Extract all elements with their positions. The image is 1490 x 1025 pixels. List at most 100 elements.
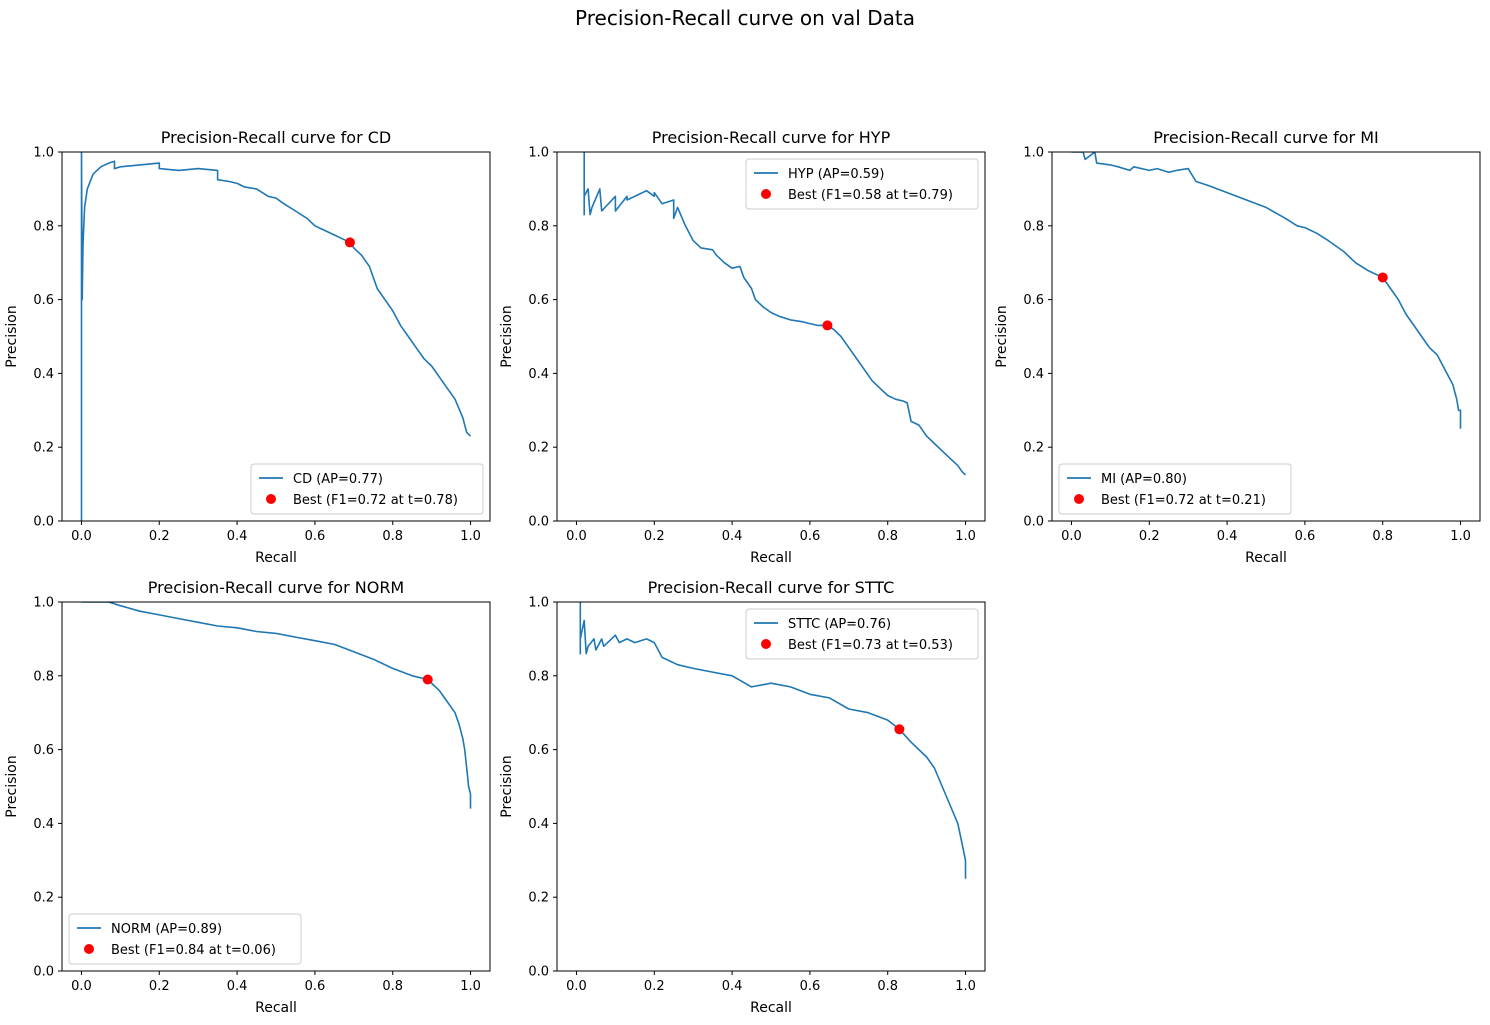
x-tick-label: 1.0 (955, 529, 976, 544)
x-tick-label: 0.2 (644, 979, 665, 994)
x-tick-label: 0.6 (305, 979, 326, 994)
y-tick-label: 0.4 (1023, 367, 1044, 382)
x-axis-label: Recall (1245, 550, 1287, 566)
y-tick-label: 0.4 (528, 817, 549, 832)
y-tick-label: 0.8 (1023, 219, 1044, 234)
x-tick-label: 0.0 (71, 529, 92, 544)
y-tick-label: 0.8 (33, 669, 54, 684)
figure-title: Precision-Recall curve on val Data (575, 6, 915, 30)
axes-frame (61, 601, 491, 972)
legend-entry-label: CD (AP=0.77) (293, 472, 383, 487)
legend-marker (761, 639, 771, 649)
subplot-1: Precision-Recall curve for HYP 0.0 0.2 0.4 0… (499, 128, 986, 566)
y-tick-label: 0.0 (528, 965, 549, 980)
subplot-0: Precision-Recall curve for CD 0.0 0.2 0.4 0.… (4, 128, 491, 566)
y-tick-label: 0.0 (33, 515, 54, 530)
subplot-2: Precision-Recall curve for MI 0.0 0.2 0.4 0.… (994, 128, 1481, 566)
x-tick-label: 1.0 (460, 979, 481, 994)
x-tick-label: 0.8 (877, 529, 898, 544)
y-tick-label: 0.0 (1023, 515, 1044, 530)
axes-frame (1051, 151, 1481, 522)
legend-marker (1074, 494, 1084, 504)
subplot-3: Precision-Recall curve for NORM 0.0 0.2 0.4… (4, 578, 491, 1016)
legend-entry-label: Best (F1=0.72 at t=0.21) (1101, 493, 1266, 508)
legend-box (745, 608, 979, 660)
legend: NORM (AP=0.89) Best (F1=0.84 at t=0.06) (68, 913, 302, 965)
x-tick-label: 0.4 (227, 529, 248, 544)
pr-curve-line (81, 602, 472, 809)
legend-entry-label: HYP (AP=0.59) (788, 167, 884, 182)
y-tick-label: 0.2 (1023, 441, 1044, 456)
y-tick-label: 0.2 (33, 891, 54, 906)
axes-frame (556, 601, 986, 972)
subplot-title: Precision-Recall curve for STTC (648, 578, 895, 597)
legend-marker (761, 189, 771, 199)
x-tick-label: 0.4 (722, 979, 743, 994)
legend-marker (84, 944, 94, 954)
subplot-title: Precision-Recall curve for HYP (652, 128, 891, 147)
legend-entry-label: STTC (AP=0.76) (788, 617, 891, 632)
y-tick-label: 0.6 (528, 743, 549, 758)
y-tick-label: 0.8 (33, 219, 54, 234)
best-point-marker (1377, 272, 1388, 283)
x-tick-label: 0.8 (382, 979, 403, 994)
legend-entry-label: MI (AP=0.80) (1101, 472, 1187, 487)
y-tick-label: 1.0 (528, 146, 549, 161)
pr-curve-line (1071, 152, 1462, 429)
y-tick-label: 0.4 (528, 367, 549, 382)
x-axis-label: Recall (750, 1000, 792, 1016)
legend: STTC (AP=0.76) Best (F1=0.73 at t=0.53) (745, 608, 979, 660)
legend: CD (AP=0.77) Best (F1=0.72 at t=0.78) (250, 463, 484, 515)
y-tick-label: 1.0 (528, 596, 549, 611)
y-tick-label: 0.6 (33, 293, 54, 308)
legend-entry-label: Best (F1=0.72 at t=0.78) (293, 493, 458, 508)
y-tick-label: 0.6 (528, 293, 549, 308)
y-tick-label: 0.8 (528, 669, 549, 684)
x-tick-label: 0.6 (305, 529, 326, 544)
axes-frame (556, 151, 986, 522)
y-axis-label: Precision (4, 755, 20, 817)
x-tick-label: 0.6 (800, 529, 821, 544)
y-tick-label: 1.0 (33, 146, 54, 161)
y-axis-label: Precision (499, 305, 515, 367)
pr-curve-line (583, 152, 967, 476)
legend-box (1058, 463, 1292, 515)
y-axis-label: Precision (994, 305, 1010, 367)
x-tick-label: 0.4 (1217, 529, 1238, 544)
x-tick-label: 0.8 (382, 529, 403, 544)
subplot-title: Precision-Recall curve for NORM (148, 578, 404, 597)
x-tick-label: 0.2 (149, 529, 170, 544)
x-tick-label: 0.4 (227, 979, 248, 994)
x-tick-label: 0.0 (71, 979, 92, 994)
pr-curve-line (80, 152, 472, 521)
x-tick-label: 1.0 (955, 979, 976, 994)
x-tick-label: 1.0 (1450, 529, 1471, 544)
best-point-marker (344, 237, 355, 248)
subplot-title: Precision-Recall curve for CD (161, 128, 391, 147)
legend-box (68, 913, 302, 965)
x-tick-label: 0.8 (1372, 529, 1393, 544)
axes-frame (61, 151, 491, 522)
best-point-marker (422, 674, 433, 685)
subplot-title: Precision-Recall curve for MI (1153, 128, 1379, 147)
legend-entry-label: NORM (AP=0.89) (111, 922, 222, 937)
x-tick-label: 0.0 (566, 529, 587, 544)
x-tick-label: 0.2 (1139, 529, 1160, 544)
x-tick-label: 0.0 (1061, 529, 1082, 544)
x-tick-label: 0.8 (877, 979, 898, 994)
legend-entry-label: Best (F1=0.73 at t=0.53) (788, 638, 953, 653)
x-tick-label: 0.0 (566, 979, 587, 994)
x-axis-label: Recall (255, 1000, 297, 1016)
y-tick-label: 0.2 (528, 891, 549, 906)
x-tick-label: 0.6 (800, 979, 821, 994)
x-tick-label: 0.6 (1295, 529, 1316, 544)
y-tick-label: 1.0 (1023, 146, 1044, 161)
best-point-marker (822, 320, 833, 331)
y-tick-label: 0.2 (33, 441, 54, 456)
x-axis-label: Recall (255, 550, 297, 566)
best-point-marker (894, 724, 905, 735)
y-tick-label: 0.4 (33, 817, 54, 832)
x-tick-label: 0.4 (722, 529, 743, 544)
legend: HYP (AP=0.59) Best (F1=0.58 at t=0.79) (745, 158, 979, 210)
